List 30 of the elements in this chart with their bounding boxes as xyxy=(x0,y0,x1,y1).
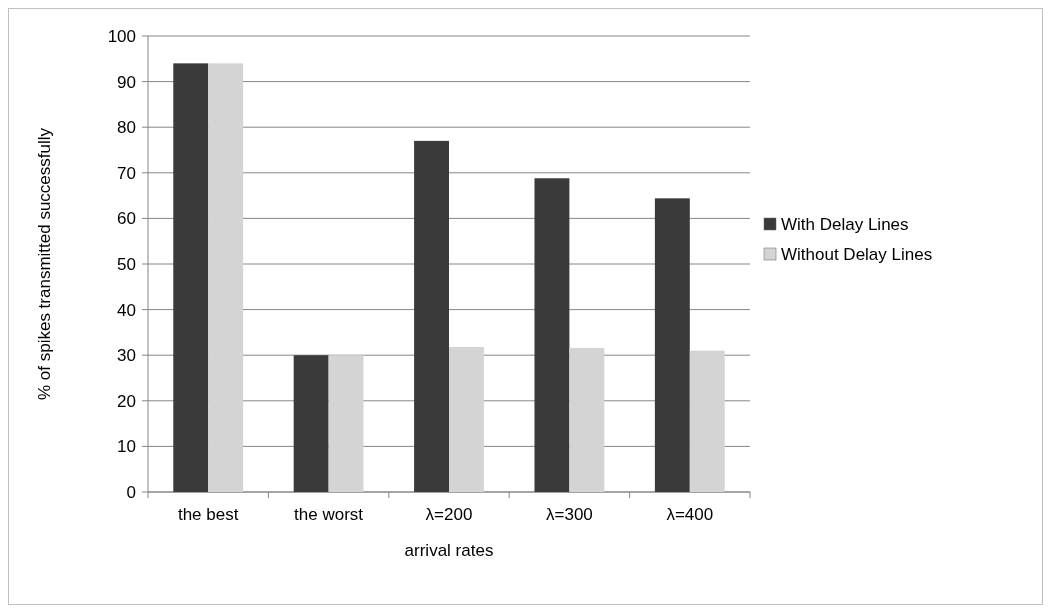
y-axis-title: % of spikes transmitted successfully xyxy=(35,127,54,401)
y-tick-label: 40 xyxy=(117,300,136,320)
bar xyxy=(689,350,725,492)
y-tick-label: 0 xyxy=(126,482,136,502)
bar xyxy=(208,63,244,492)
x-tick-label: the worst xyxy=(294,505,364,524)
y-tick-label: 80 xyxy=(117,118,136,138)
y-tick-label: 70 xyxy=(117,163,136,183)
y-tick-label: 20 xyxy=(117,391,136,411)
y-tick-label: 100 xyxy=(107,26,136,46)
y-tick-label: 90 xyxy=(117,72,136,92)
x-tick-label: λ=300 xyxy=(546,505,593,524)
y-tick-label: 10 xyxy=(117,437,136,457)
legend-label: Without Delay Lines xyxy=(781,244,933,264)
x-axis-title: arrival rates xyxy=(404,541,494,560)
bar xyxy=(449,346,484,492)
bar xyxy=(293,355,329,492)
bar xyxy=(569,347,605,492)
bar xyxy=(173,63,209,492)
x-tick-label: λ=400 xyxy=(666,505,714,524)
y-tick-label: 60 xyxy=(117,209,136,229)
legend-label: With Delay Lines xyxy=(781,214,909,234)
bar xyxy=(654,198,690,492)
bar xyxy=(414,140,449,492)
y-tick-label: 50 xyxy=(117,254,136,274)
x-tick-label: λ=200 xyxy=(425,505,473,524)
bar xyxy=(534,178,570,492)
x-tick-label: the best xyxy=(177,505,239,524)
y-tick-label: 30 xyxy=(117,346,136,366)
bar xyxy=(328,355,364,492)
